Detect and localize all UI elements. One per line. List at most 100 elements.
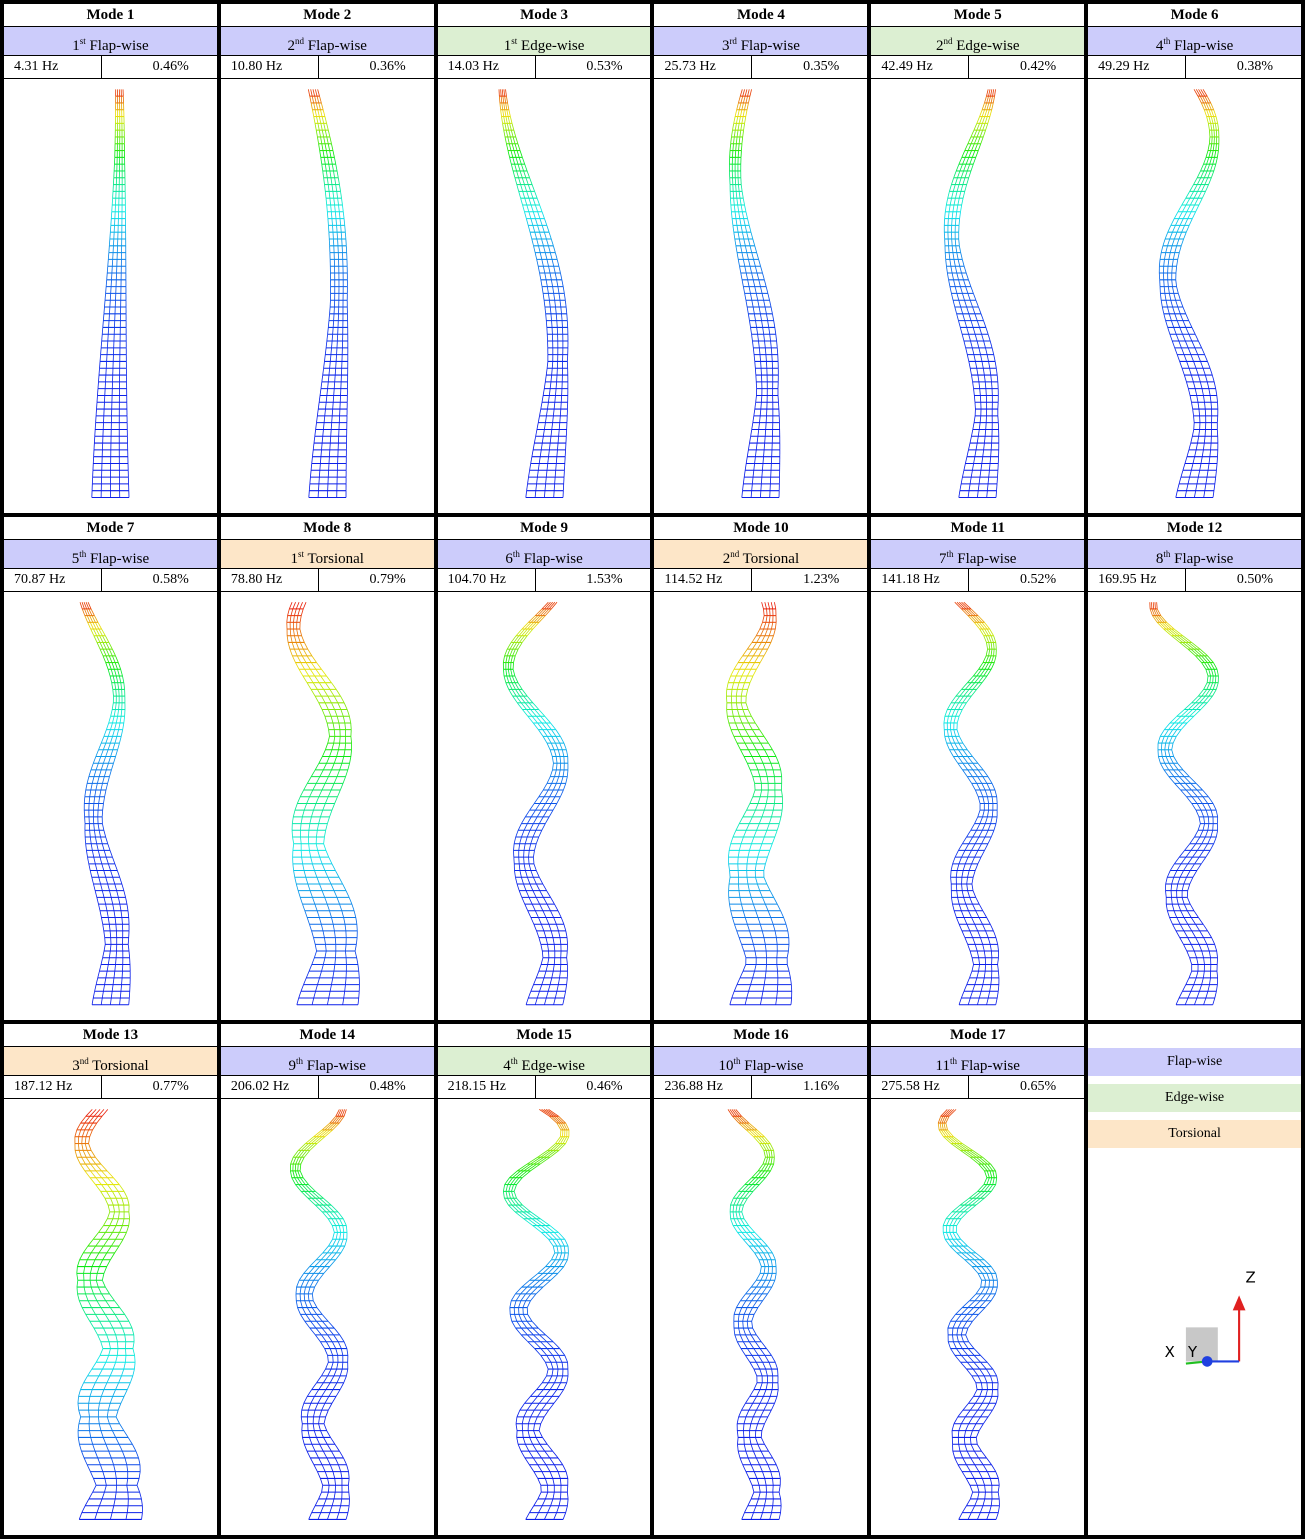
mode-cell: Mode 31st Edge-wise14.03 Hz0.53% <box>436 2 653 515</box>
frequency: 187.12 Hz <box>4 1076 102 1098</box>
mode-values: 236.88 Hz1.16% <box>654 1076 867 1099</box>
mode-kind: 5th Flap-wise <box>4 540 217 569</box>
mode-kind: 4th Edge-wise <box>438 1047 651 1076</box>
frequency: 14.03 Hz <box>438 56 536 78</box>
blade-drawing <box>4 79 217 513</box>
mode-cell: Mode 133nd Torsional187.12 Hz0.77% <box>2 1022 219 1537</box>
frequency: 78.80 Hz <box>221 569 319 591</box>
mode-kind: 11th Flap-wise <box>871 1047 1084 1076</box>
mode-kind: 6th Flap-wise <box>438 540 651 569</box>
mode-values: 187.12 Hz0.77% <box>4 1076 217 1099</box>
mode-shape <box>4 79 217 513</box>
mode-shape <box>221 592 434 1020</box>
mode-title: Mode 10 <box>654 517 867 540</box>
mode-kind: 10th Flap-wise <box>654 1047 867 1076</box>
damping: 0.36% <box>319 56 434 78</box>
mode-order-suffix: nd <box>730 549 739 559</box>
mode-shape <box>4 1099 217 1535</box>
blade-drawing <box>221 79 434 513</box>
frequency: 141.18 Hz <box>871 569 969 591</box>
mode-cell: Mode 117th Flap-wise141.18 Hz0.52% <box>869 515 1086 1022</box>
mode-order-suffix: th <box>296 1056 303 1066</box>
damping: 0.50% <box>1186 569 1301 591</box>
mode-cell: Mode 43rd Flap-wise25.73 Hz0.35% <box>652 2 869 515</box>
mode-values: 25.73 Hz0.35% <box>654 56 867 79</box>
frequency: 49.29 Hz <box>1088 56 1186 78</box>
mode-values: 114.52 Hz1.23% <box>654 569 867 592</box>
mode-title: Mode 15 <box>438 1024 651 1047</box>
mode-title: Mode 11 <box>871 517 1084 540</box>
damping: 1.53% <box>536 569 651 591</box>
mode-kind-label: Flap-wise <box>89 38 148 54</box>
mode-cell: Mode 14 9th Flap-wise 206.02 Hz0.48% <box>219 1022 436 1537</box>
mode-order-suffix: th <box>1163 549 1170 559</box>
frequency: 25.73 Hz <box>654 56 752 78</box>
mode-order-suffix: st <box>80 36 86 46</box>
mode-order: 11 <box>936 1058 950 1074</box>
mode-title: Mode 16 <box>654 1024 867 1047</box>
frequency: 70.87 Hz <box>4 569 102 591</box>
legend-item: Torsional <box>1088 1120 1301 1148</box>
mode-kind-label: Flap-wise <box>307 1058 366 1074</box>
mode-cell: Mode 52nd Edge-wise42.49 Hz0.42% <box>869 2 1086 515</box>
damping: 1.16% <box>752 1076 867 1098</box>
mode-order: 9 <box>289 1058 297 1074</box>
mode-kind: 2nd Edge-wise <box>871 27 1084 56</box>
mode-cell: Mode 75th Flap-wise70.87 Hz0.58% <box>2 515 219 1022</box>
frequency: 169.95 Hz <box>1088 569 1186 591</box>
mode-values: 10.80 Hz0.36% <box>221 56 434 79</box>
blade-drawing <box>871 79 1084 513</box>
mode-shape <box>654 79 867 513</box>
mode-kind: 2nd Flap-wise <box>221 27 434 56</box>
frequency: 206.02 Hz <box>221 1076 319 1098</box>
mode-kind-label: Edge-wise <box>956 38 1019 54</box>
damping: 0.35% <box>752 56 867 78</box>
mode-title: Mode 4 <box>654 4 867 27</box>
legend-cell: Flap-wiseEdge-wiseTorsionalZXY <box>1086 1022 1303 1537</box>
blade-drawing <box>871 1099 1084 1535</box>
damping: 0.53% <box>536 56 651 78</box>
mode-title: Mode 17 <box>871 1024 1084 1047</box>
mode-cell: Mode 1711th Flap-wise275.58 Hz0.65% <box>869 1022 1086 1537</box>
mode-order-suffix: th <box>950 1056 957 1066</box>
mode-title: Mode 13 <box>4 1024 217 1047</box>
mode-order-suffix: th <box>513 549 520 559</box>
mode-kind-label: Flap-wise <box>1174 551 1233 567</box>
blade-drawing <box>438 1099 651 1535</box>
mode-values: 275.58 Hz0.65% <box>871 1076 1084 1099</box>
blade-drawing <box>654 79 867 513</box>
frequency: 236.88 Hz <box>654 1076 752 1098</box>
damping: 0.58% <box>102 569 217 591</box>
mode-cell: Mode 96th Flap-wise104.70 Hz1.53% <box>436 515 653 1022</box>
mode-values: 78.80 Hz0.79% <box>221 569 434 592</box>
blade-drawing <box>1088 592 1301 1020</box>
mode-shape <box>654 592 867 1020</box>
frequency: 104.70 Hz <box>438 569 536 591</box>
blade-drawing <box>221 592 434 1020</box>
damping: 0.77% <box>102 1076 217 1098</box>
mode-kind-label: Edge-wise <box>521 38 584 54</box>
mode-values: 42.49 Hz0.42% <box>871 56 1084 79</box>
mode-kind-label: Flap-wise <box>524 551 583 567</box>
damping: 0.48% <box>319 1076 434 1098</box>
mode-values: 206.02 Hz0.48% <box>221 1076 434 1099</box>
mode-order-suffix: nd <box>80 1056 89 1066</box>
mode-shape <box>1088 79 1301 513</box>
blade-drawing <box>1088 79 1301 513</box>
damping: 0.38% <box>1186 56 1301 78</box>
mode-kind-label: Flap-wise <box>90 551 149 567</box>
mode-order: 10 <box>718 1058 733 1074</box>
mode-title: Mode 7 <box>4 517 217 540</box>
mode-order-suffix: st <box>298 549 304 559</box>
x-label: X <box>1165 1343 1175 1361</box>
axis-triad: ZXY <box>1088 1208 1301 1468</box>
mode-cell: Mode 64th Flap-wise49.29 Hz0.38% <box>1086 2 1303 515</box>
mode-order-suffix: th <box>733 1056 740 1066</box>
damping: 0.46% <box>102 56 217 78</box>
mode-shape <box>438 592 651 1020</box>
mode-values: 218.15 Hz0.46% <box>438 1076 651 1099</box>
frequency: 218.15 Hz <box>438 1076 536 1098</box>
mode-order: 6 <box>505 551 513 567</box>
mode-title: Mode 14 <box>221 1024 434 1047</box>
mode-shape <box>438 79 651 513</box>
